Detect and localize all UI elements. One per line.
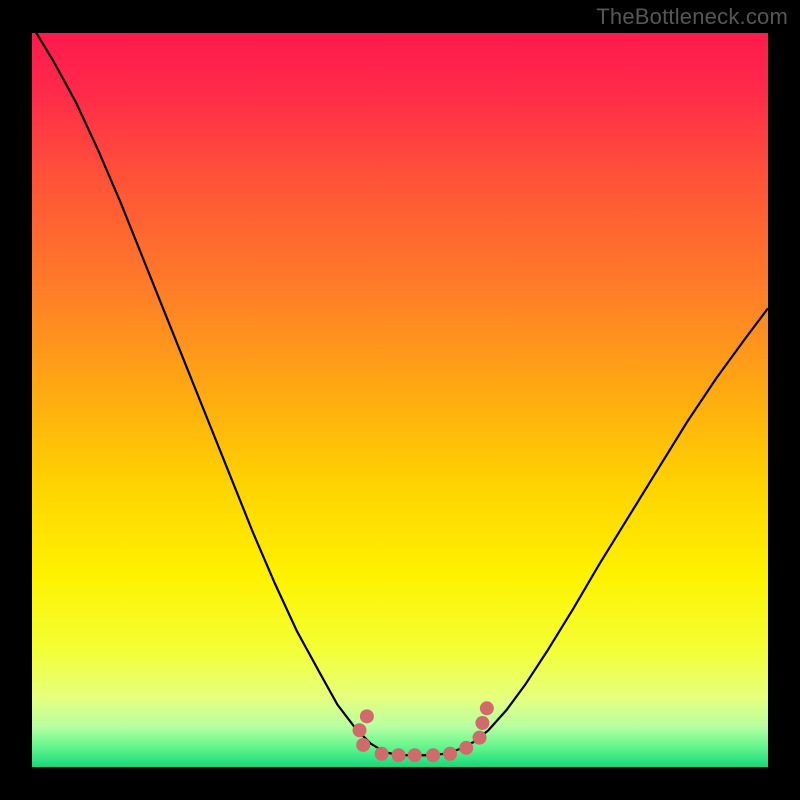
data-marker (360, 709, 374, 723)
watermark-text: TheBottleneck.com (596, 4, 788, 30)
bottleneck-chart (0, 0, 800, 800)
data-marker (356, 738, 370, 752)
chart-plot-area (32, 33, 768, 767)
data-marker (408, 748, 422, 762)
data-marker (443, 747, 457, 761)
data-marker (459, 741, 473, 755)
data-marker (426, 748, 440, 762)
data-marker (480, 701, 494, 715)
data-marker (353, 723, 367, 737)
data-marker (392, 748, 406, 762)
data-marker (472, 731, 486, 745)
data-marker (375, 747, 389, 761)
data-marker (475, 716, 489, 730)
